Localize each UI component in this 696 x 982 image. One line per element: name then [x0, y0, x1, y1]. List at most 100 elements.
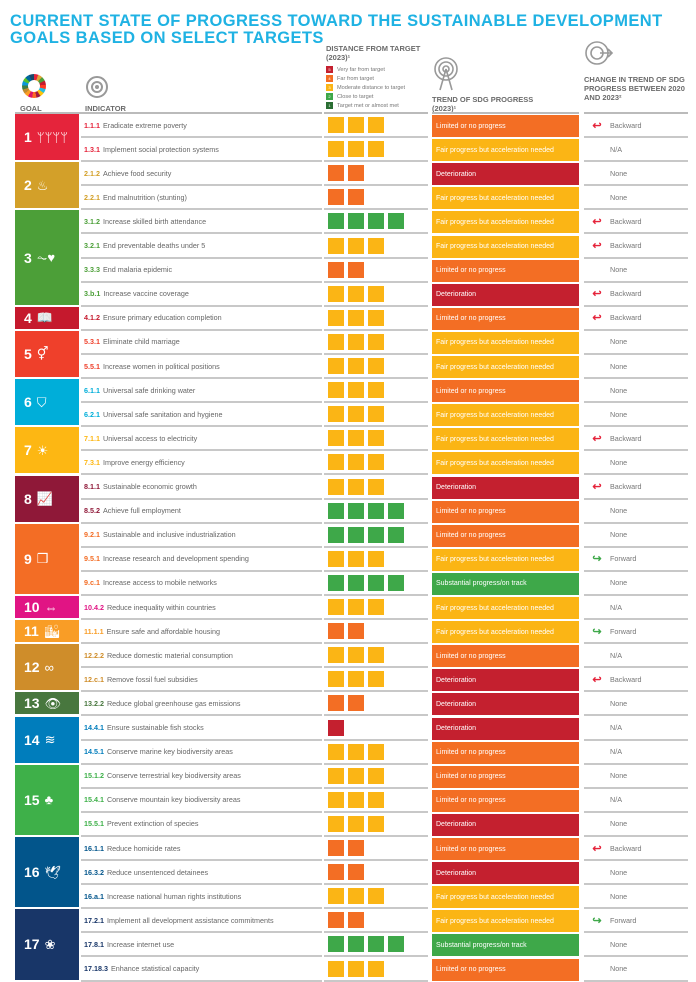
- trend-badge: Deterioration: [432, 163, 579, 186]
- indicator-cell: 7.1.1 Universal access to electricity: [81, 427, 322, 452]
- backward-arrow-icon: ↩: [592, 240, 602, 253]
- page-title: CURRENT STATE OF PROGRESS TOWARD THE SUS…: [10, 12, 663, 47]
- indicator-text: Increase research and development spendi…: [103, 554, 249, 564]
- tree-icon: ♣: [44, 792, 54, 808]
- change-cell: None: [584, 933, 688, 958]
- table-row: 17.8.1 Increase internet use Substantial p…: [0, 933, 696, 958]
- change-cell: N/A: [584, 596, 688, 621]
- indicator-cell: 9.c.1 Increase access to mobile networks: [81, 572, 322, 596]
- change-cell: None: [584, 524, 688, 548]
- legend-label: Far from target: [337, 75, 374, 82]
- distance-square: [348, 864, 364, 881]
- distance-cell: [324, 644, 428, 669]
- indicator-text: End preventable deaths under 5: [103, 241, 206, 251]
- indicator-cell: 9.2.1 Sustainable and inclusive industria…: [81, 524, 322, 548]
- distance-square: [368, 791, 384, 808]
- distance-square: [328, 189, 344, 206]
- change-label: Backward: [610, 120, 642, 130]
- distance-square: [368, 767, 384, 784]
- distance-cell: [324, 451, 428, 476]
- goal-number: 4: [24, 309, 32, 326]
- header-divider: [432, 112, 579, 114]
- indicator-cell: 1.3.1 Implement social protection systems: [81, 138, 322, 163]
- distance-square: [328, 309, 344, 326]
- indicator-cell: 16.3.2 Reduce unsentenced detainees: [81, 861, 322, 886]
- indicator-code: 7.1.1: [84, 433, 100, 443]
- indicator-text: Universal access to electricity: [103, 433, 198, 443]
- change-cell: ↪ Forward: [584, 909, 688, 934]
- distance-cell: [324, 861, 428, 886]
- growth-chart-icon: 📈: [36, 491, 53, 507]
- change-label: None: [610, 506, 628, 516]
- trend-badge: Deterioration: [432, 283, 579, 306]
- change-label: None: [610, 530, 628, 540]
- indicator-cell: 3.3.3 End malaria epidemic: [81, 259, 322, 283]
- indicator-code: 12.c.1: [84, 674, 104, 684]
- distance-square: [348, 912, 364, 929]
- indicator-text: Reduce unsentenced detainees: [106, 867, 209, 877]
- goal-number: 12: [24, 659, 40, 676]
- indicator-text: Universal safe sanitation and hygiene: [103, 409, 223, 419]
- distance-square: [348, 213, 364, 230]
- change-cell: N/A: [584, 789, 688, 813]
- indicator-text: Increase vaccine coverage: [103, 289, 189, 299]
- change-label: Backward: [610, 433, 642, 443]
- legend-item: 4 Far from target: [326, 74, 405, 83]
- distance-square: [388, 526, 404, 543]
- indicator-text: End malnutrition (stunting): [103, 192, 187, 202]
- distance-square: [328, 454, 344, 471]
- table-row: 16.1.1 Reduce homicide rates Limited or no…: [0, 837, 696, 862]
- distance-cell: [324, 668, 428, 693]
- distance-cell: [324, 837, 428, 862]
- distance-cell: [324, 692, 428, 717]
- goal-11-block: 11 🏙: [15, 620, 79, 645]
- change-label: N/A: [610, 723, 622, 733]
- distance-cell: [324, 620, 428, 645]
- trend-badge: Fair progress but acceleration needed: [432, 548, 579, 571]
- indicator-text: Sustainable economic growth: [103, 482, 197, 492]
- distance-square: [388, 502, 404, 519]
- distance-square: [348, 936, 364, 953]
- distance-square: [328, 912, 344, 929]
- table-row: 17.18.3 Enhance statistical capacity Limit…: [0, 958, 696, 982]
- change-cell: None: [584, 259, 688, 283]
- change-label: None: [610, 578, 628, 588]
- distance-cell: [324, 789, 428, 813]
- distance-square: [328, 888, 344, 905]
- table-row: 6.2.1 Universal safe sanitation and hygie…: [0, 403, 696, 428]
- indicator-text: Increase women in political positions: [103, 361, 220, 371]
- legend-swatch: 2: [326, 93, 333, 100]
- indicator-cell: 8.1.1 Sustainable economic growth: [81, 476, 322, 500]
- distance-cell: [324, 427, 428, 452]
- trend-badge: Limited or no progress: [432, 838, 579, 860]
- distance-square: [368, 406, 384, 423]
- table-row: 15.5.1 Prevent extinction of species Deter…: [0, 813, 696, 837]
- change-cell: None: [584, 451, 688, 476]
- goal-13-block: 13 👁: [15, 692, 79, 717]
- indicator-code: 8.5.2: [84, 506, 100, 516]
- indicator-code: 3.1.2: [84, 216, 100, 226]
- indicator-text: Increase national human rights instituti…: [106, 891, 242, 901]
- distance-square: [328, 960, 344, 977]
- trend-badge: Limited or no progress: [432, 958, 579, 981]
- indicator-cell: 12.2.2 Reduce domestic material consumpti…: [81, 644, 322, 669]
- distance-square: [328, 864, 344, 881]
- indicator-code: 10.4.2: [84, 602, 104, 612]
- dove-icon: 🕊: [44, 864, 62, 880]
- change-cell: N/A: [584, 644, 688, 669]
- legend-item: 2 Close to target: [326, 92, 405, 101]
- goal-17-block: 17 ❀: [15, 909, 79, 982]
- distance-cell: [324, 765, 428, 789]
- table-row: 2.2.1 End malnutrition (stunting) Fair pro…: [0, 186, 696, 211]
- backward-arrow-icon: ↩: [592, 312, 602, 325]
- indicator-cell: 4.1.2 Ensure primary education completion: [81, 307, 322, 331]
- change-label: None: [610, 385, 628, 395]
- indicator-cell: 15.5.1 Prevent extinction of species: [81, 813, 322, 837]
- indicator-code: 11.1.1: [84, 626, 104, 636]
- trend-badge: Fair progress but acceleration needed: [432, 356, 579, 378]
- distance-square: [368, 647, 384, 664]
- indicator-cell: 6.2.1 Universal safe sanitation and hygie…: [81, 403, 322, 428]
- distance-cell: [324, 885, 428, 910]
- legend-swatch: 4: [326, 75, 333, 82]
- indicator-text: Increase skilled birth attendance: [103, 216, 207, 226]
